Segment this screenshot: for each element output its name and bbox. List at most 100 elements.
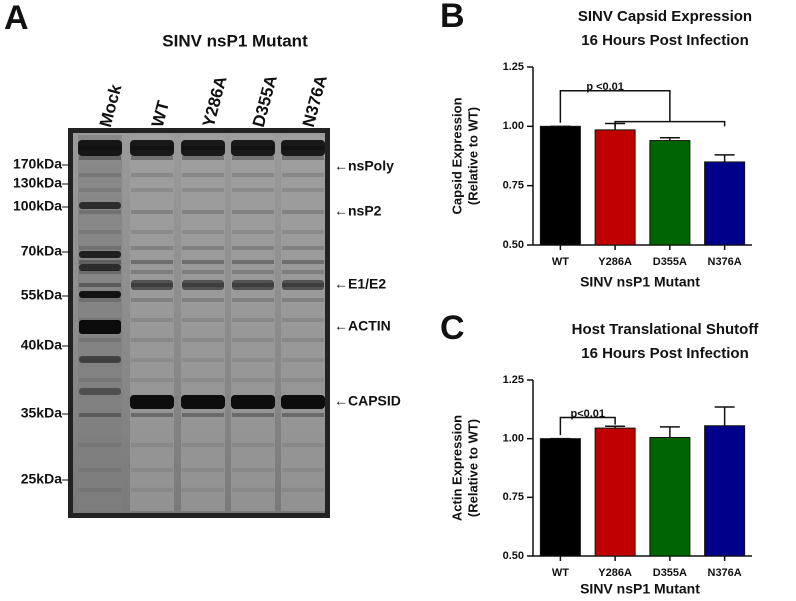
gel-band (282, 260, 324, 264)
gel-band (232, 443, 274, 447)
gel-band (79, 210, 121, 214)
y-axis-label: (Relative to WT) (465, 107, 480, 205)
gel-band (131, 488, 173, 492)
significance-bracket (559, 416, 616, 436)
gel-band (232, 260, 274, 264)
gel-band (181, 140, 225, 156)
gel-band (79, 388, 121, 395)
gel-band (182, 488, 224, 492)
gel-band (232, 270, 274, 274)
gel-band (232, 156, 274, 160)
gel-band (232, 378, 274, 382)
y-axis-label: Capsid Expression (449, 97, 464, 214)
gel-band (282, 318, 324, 322)
gel-band (282, 488, 324, 492)
band-label: ←CAPSID (334, 393, 401, 409)
y-tick-label: 1.25 (503, 374, 524, 386)
gel-band (182, 378, 224, 382)
significance-bracket (559, 89, 671, 123)
x-tick-label: N376A (708, 256, 742, 268)
y-tick-label: 0.75 (503, 491, 524, 503)
gel-band (232, 210, 274, 214)
bar (704, 425, 746, 557)
gel-band (232, 230, 274, 234)
gel-band (79, 260, 121, 264)
x-tick-label: Y286A (598, 567, 632, 579)
gel-band (182, 210, 224, 214)
gel-lane (231, 135, 275, 511)
gel-band (131, 230, 173, 234)
gel-band (79, 291, 121, 298)
panel-label: B (440, 0, 465, 35)
x-tick-label: N376A (708, 567, 742, 579)
y-tick-label: 1.00 (503, 120, 524, 132)
gel-band (232, 173, 274, 177)
gel-band (282, 413, 324, 417)
marker-label: 70kDa (21, 243, 62, 259)
gel-band (282, 230, 324, 234)
gel-band (182, 280, 224, 290)
gel-band (131, 358, 173, 362)
marker-label: 25kDa (21, 471, 62, 487)
x-tick-label: WT (552, 256, 569, 268)
gel-band (232, 488, 274, 492)
bar (704, 161, 746, 246)
gel-band (79, 188, 121, 192)
gel-band (182, 443, 224, 447)
gel-band (79, 202, 121, 209)
chart-title: Host Translational Shutoff (572, 321, 760, 338)
gel-band (79, 230, 121, 234)
gel-band (282, 210, 324, 214)
gel-band (79, 156, 121, 160)
gel-title: SINV nsP1 Mutant (162, 31, 308, 50)
gel-band (131, 378, 173, 382)
x-tick-label: WT (552, 567, 569, 579)
gel-band (182, 468, 224, 472)
gel-band (281, 395, 325, 409)
gel-band (79, 246, 121, 250)
marker-label: 100kDa (13, 198, 62, 214)
gel-band (282, 246, 324, 250)
gel-band (79, 251, 121, 258)
y-tick-label: 1.00 (503, 433, 524, 445)
gel-image (68, 128, 330, 518)
marker-label: 130kDa (13, 175, 62, 191)
gel-band (79, 443, 121, 447)
gel-band (232, 358, 274, 362)
gel-lane (130, 135, 174, 511)
gel-band (232, 246, 274, 250)
annotation: p<0.01 (570, 408, 605, 420)
marker-label: 35kDa (21, 405, 62, 421)
gel-band (182, 260, 224, 264)
gel-band (282, 338, 324, 342)
gel-band (232, 280, 274, 290)
gel-band (131, 338, 173, 342)
chart-subtitle: 16 Hours Post Infection (581, 32, 749, 49)
gel-band (182, 338, 224, 342)
gel-band (282, 443, 324, 447)
y-tick-label: 0.50 (503, 550, 524, 562)
y-tick-label: 0.50 (503, 239, 524, 251)
gel-band (232, 338, 274, 342)
gel-band (232, 298, 274, 302)
gel-band (182, 230, 224, 234)
bar (649, 140, 691, 246)
panel-label: C (440, 309, 465, 347)
gel-band (182, 156, 224, 160)
y-tick-label: 1.25 (503, 61, 524, 73)
chart-subtitle: 16 Hours Post Infection (581, 345, 749, 362)
gel-band (131, 318, 173, 322)
gel-band (232, 318, 274, 322)
gel-band (282, 378, 324, 382)
gel-band (182, 318, 224, 322)
band-label: ←E1/E2 (334, 276, 386, 292)
gel-band (131, 173, 173, 177)
gel-band (79, 264, 121, 271)
gel-band (282, 280, 324, 290)
band-label: ←nsP2 (334, 203, 382, 219)
y-tick-label: 0.75 (503, 180, 524, 192)
marker-label: 55kDa (21, 287, 62, 303)
gel-band (131, 443, 173, 447)
gel-band (131, 270, 173, 274)
